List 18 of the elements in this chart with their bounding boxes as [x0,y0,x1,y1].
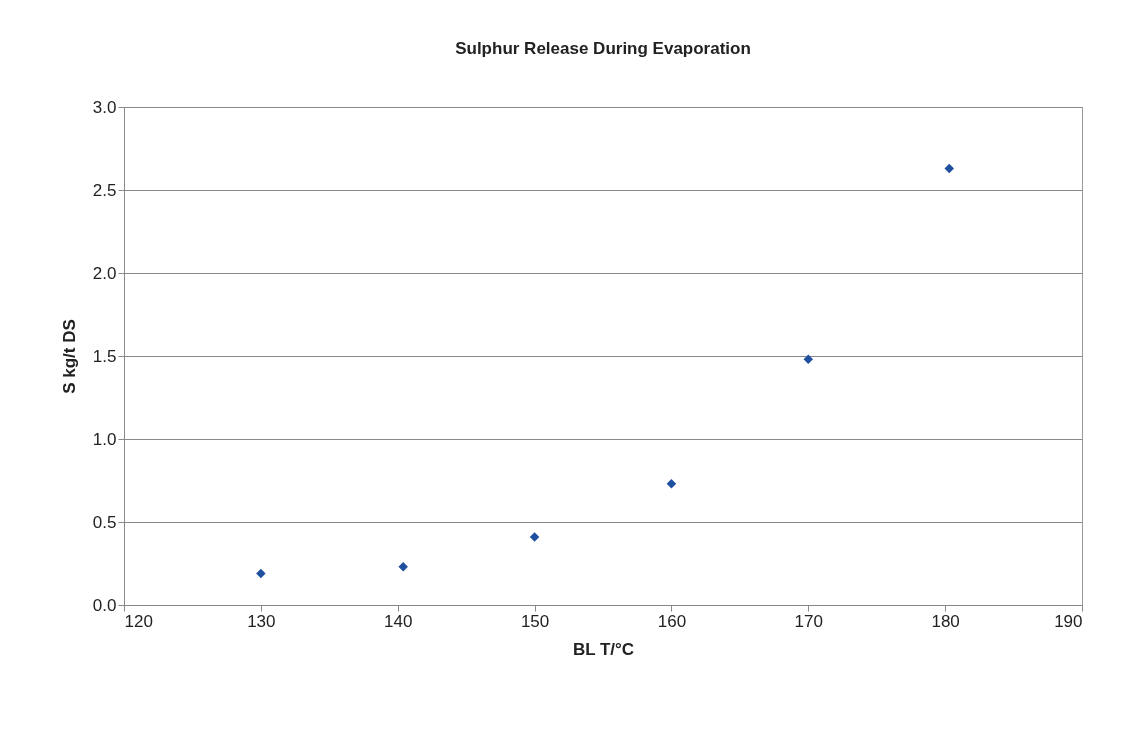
y-tick-label: 1.0 [92,429,117,449]
y-tick-label: 2.0 [92,263,117,283]
y-tick-label: 1.5 [92,346,117,366]
x-tick-label: 140 [384,611,413,631]
x-tick-label: 120 [124,611,153,631]
x-tick-label: 190 [1054,611,1083,631]
y-tick-label: 2.5 [92,180,117,200]
y-tick-label: 3.0 [92,97,117,117]
x-tick-label: 160 [657,611,687,631]
x-axis-title: BL T/°C [572,639,635,659]
y-tick-label: 0.5 [92,512,117,532]
x-tick-label: 150 [520,611,550,631]
chart-title: Sulphur Release During Evaporation [455,39,751,58]
x-tick-label: 180 [931,611,960,631]
x-tick-label: 170 [794,611,823,631]
y-axis-title: S kg/t DS [59,319,79,394]
x-tick-label: 130 [247,611,276,631]
y-tick-label: 0.0 [92,595,117,615]
